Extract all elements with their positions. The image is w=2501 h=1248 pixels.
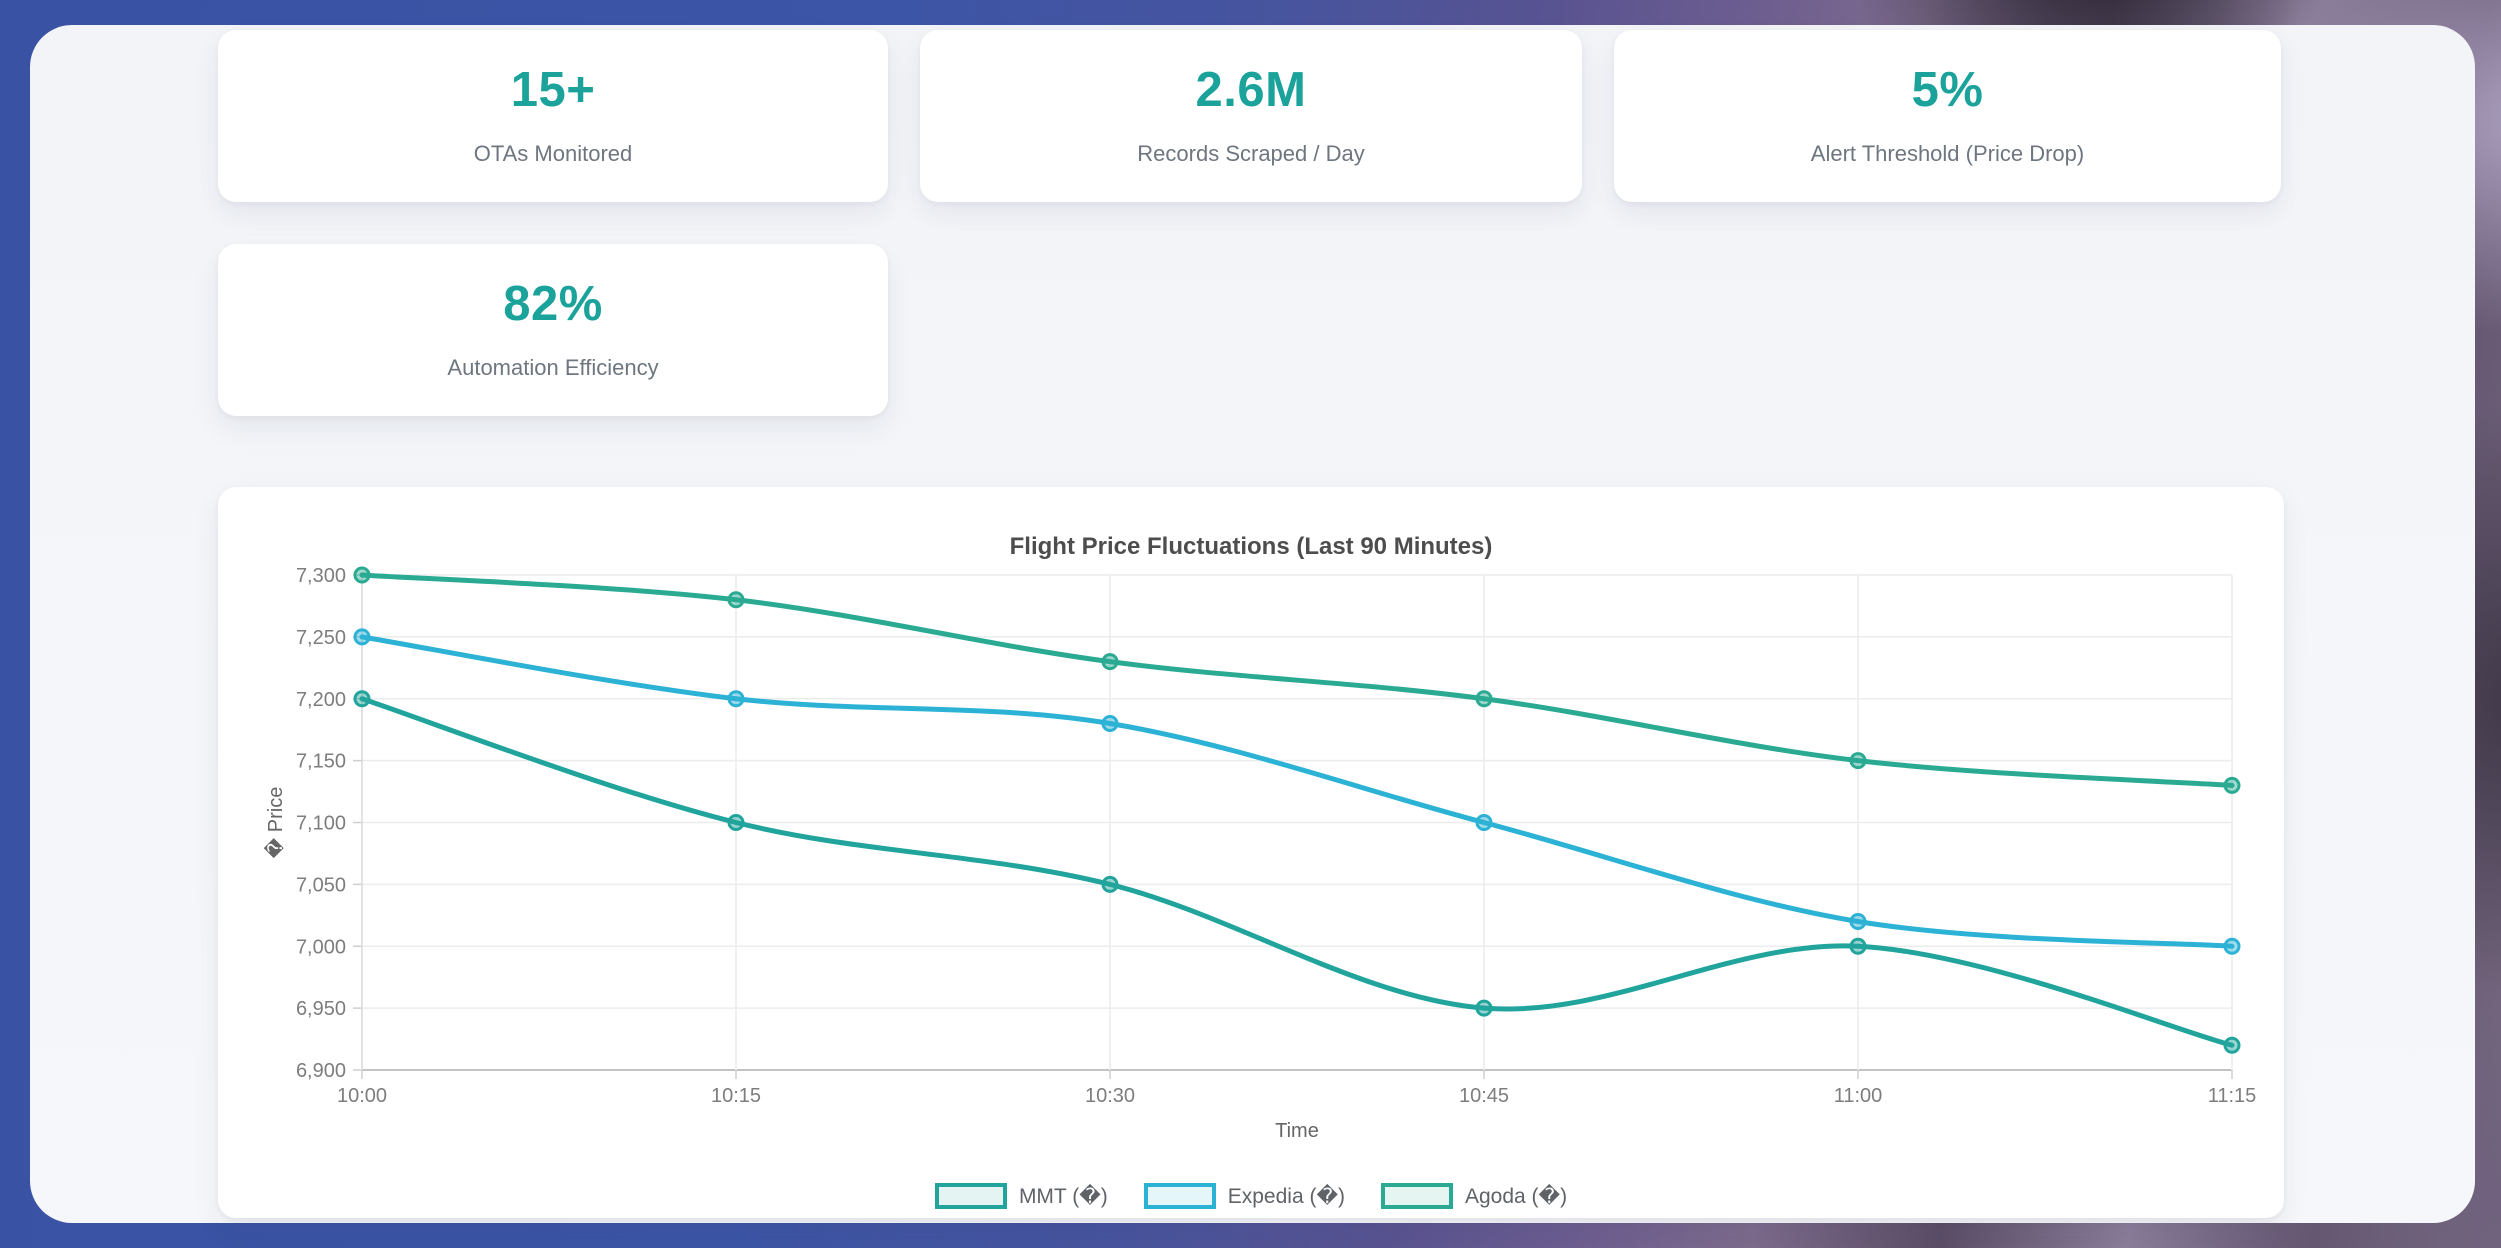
stat-label: Automation Efficiency bbox=[447, 354, 659, 380]
legend-item[interactable]: Agoda (�) bbox=[1380, 1183, 1568, 1209]
y-tick-label: 7,100 bbox=[296, 813, 346, 835]
data-point[interactable] bbox=[2223, 1036, 2241, 1054]
y-tick-label: 7,050 bbox=[296, 874, 346, 896]
x-tick-label: 10:15 bbox=[711, 1085, 761, 1107]
x-tick-label: 10:45 bbox=[1459, 1085, 1509, 1107]
data-point[interactable] bbox=[2223, 776, 2241, 794]
stat-card-otas-monitored: 15+ OTAs Monitored bbox=[218, 30, 888, 202]
stat-card-automation-efficiency: 82% Automation Efficiency bbox=[218, 244, 888, 416]
y-tick-label: 7,250 bbox=[296, 627, 346, 649]
stat-label: Records Scraped / Day bbox=[1137, 140, 1365, 166]
data-point[interactable] bbox=[727, 690, 745, 708]
y-tick-label: 6,900 bbox=[296, 1060, 346, 1082]
stat-value: 2.6M bbox=[1195, 62, 1307, 117]
y-tick-label: 6,950 bbox=[296, 998, 346, 1020]
x-axis-title: Time bbox=[1275, 1120, 1319, 1142]
line-series bbox=[359, 572, 2235, 788]
flight-price-line-chart[interactable]: 6,900 6,950 7,000 7,050 7,100 7,150 7,200 7,250… bbox=[218, 487, 2284, 1218]
x-tick-label: 11:00 bbox=[1834, 1085, 1883, 1107]
legend-label: Expedia (�) bbox=[1227, 1184, 1345, 1208]
data-point[interactable] bbox=[1849, 913, 1867, 930]
y-axis-title: � Price bbox=[263, 787, 287, 859]
y-tick-label: 7,300 bbox=[296, 565, 346, 587]
chart-title: Flight Price Fluctuations (Last 90 Minut… bbox=[1009, 533, 1493, 560]
line-series bbox=[359, 634, 2235, 949]
y-tick-label: 7,150 bbox=[296, 751, 346, 773]
stat-value: 5% bbox=[1911, 62, 1984, 117]
chart-legend: MMT (�) Expedia (�) Agoda (�) bbox=[218, 1181, 2284, 1211]
data-point[interactable] bbox=[353, 628, 371, 646]
legend-swatch bbox=[934, 1183, 1007, 1209]
stat-label: Alert Threshold (Price Drop) bbox=[1810, 140, 2085, 166]
legend-item[interactable]: Expedia (�) bbox=[1143, 1183, 1345, 1209]
data-point[interactable] bbox=[353, 566, 371, 584]
data-point[interactable] bbox=[353, 690, 371, 708]
data-point[interactable] bbox=[1475, 814, 1493, 831]
legend-swatch bbox=[1380, 1183, 1453, 1209]
data-point[interactable] bbox=[727, 591, 745, 609]
y-tick-label: 7,000 bbox=[296, 936, 346, 958]
stat-card-records-scraped: 2.6M Records Scraped / Day bbox=[920, 30, 1582, 202]
data-point[interactable] bbox=[1101, 653, 1119, 671]
flight-price-chart-card: Flight Price Fluctuations (Last 90 Minut… bbox=[218, 487, 2284, 1218]
data-point[interactable] bbox=[1849, 752, 1867, 770]
dashboard-container: 15+ OTAs Monitored 2.6M Records Scraped … bbox=[30, 25, 2475, 1223]
legend-item[interactable]: MMT (�) bbox=[934, 1183, 1108, 1209]
stat-value: 82% bbox=[503, 276, 603, 331]
data-point[interactable] bbox=[1101, 715, 1119, 732]
data-point[interactable] bbox=[727, 814, 745, 831]
legend-swatch bbox=[1143, 1183, 1216, 1209]
data-point[interactable] bbox=[1475, 690, 1493, 708]
y-tick-label: 7,200 bbox=[296, 689, 346, 711]
x-tick-label: 10:00 bbox=[337, 1085, 387, 1107]
data-point[interactable] bbox=[1849, 937, 1867, 955]
legend-label: Agoda (�) bbox=[1464, 1184, 1568, 1208]
stat-label: OTAs Monitored bbox=[473, 140, 633, 166]
stat-card-alert-threshold: 5% Alert Threshold (Price Drop) bbox=[1614, 30, 2281, 202]
data-point[interactable] bbox=[2223, 937, 2241, 955]
stat-value: 15+ bbox=[510, 62, 596, 117]
legend-label: MMT (�) bbox=[1018, 1184, 1108, 1208]
x-tick-label: 11:15 bbox=[2208, 1085, 2257, 1107]
x-tick-label: 10:30 bbox=[1085, 1085, 1135, 1107]
line-series bbox=[359, 696, 2235, 1048]
data-point[interactable] bbox=[1475, 999, 1493, 1017]
data-point[interactable] bbox=[1101, 875, 1119, 893]
